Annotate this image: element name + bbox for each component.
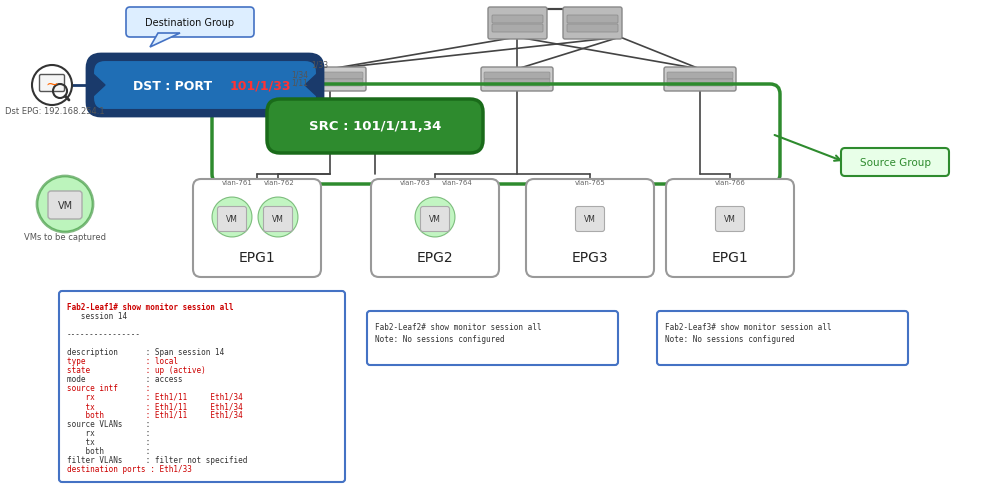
Text: Fab2-Leaf3# show monitor session all: Fab2-Leaf3# show monitor session all — [665, 323, 831, 331]
FancyBboxPatch shape — [193, 180, 321, 278]
FancyBboxPatch shape — [371, 180, 499, 278]
FancyBboxPatch shape — [48, 192, 82, 220]
Text: vlan-762: vlan-762 — [264, 180, 295, 185]
Text: Dst EPG: 192.168.254.1: Dst EPG: 192.168.254.1 — [5, 107, 105, 116]
Text: tx           :: tx : — [67, 437, 150, 446]
FancyBboxPatch shape — [567, 16, 618, 24]
Text: source intf      :: source intf : — [67, 383, 150, 392]
Circle shape — [212, 198, 252, 238]
Text: 1/33: 1/33 — [312, 61, 329, 69]
Text: ~: ~ — [46, 76, 58, 91]
Polygon shape — [305, 73, 319, 99]
Text: both         : Eth1/11     Eth1/34: both : Eth1/11 Eth1/34 — [67, 410, 243, 419]
Text: ----------------: ---------------- — [67, 329, 141, 338]
Text: 1/11: 1/11 — [292, 79, 309, 87]
Text: source VLANs     :: source VLANs : — [67, 419, 150, 428]
Text: EPG2: EPG2 — [417, 250, 454, 264]
FancyBboxPatch shape — [93, 61, 317, 111]
Polygon shape — [150, 34, 180, 48]
Text: vlan-761: vlan-761 — [222, 180, 253, 185]
Text: VM: VM — [57, 201, 73, 210]
Text: vlan-766: vlan-766 — [714, 180, 745, 185]
Text: Fab2-Leaf1# show monitor session all: Fab2-Leaf1# show monitor session all — [67, 303, 234, 311]
FancyBboxPatch shape — [526, 180, 654, 278]
FancyBboxPatch shape — [297, 80, 363, 87]
FancyBboxPatch shape — [567, 25, 618, 33]
FancyBboxPatch shape — [126, 8, 254, 38]
FancyBboxPatch shape — [575, 207, 604, 232]
FancyBboxPatch shape — [481, 68, 553, 92]
Text: DST : PORT: DST : PORT — [133, 80, 217, 92]
FancyBboxPatch shape — [657, 311, 908, 365]
Text: state            : up (active): state : up (active) — [67, 365, 206, 374]
FancyBboxPatch shape — [484, 80, 550, 87]
Text: VM: VM — [429, 215, 441, 224]
Text: session 14: session 14 — [67, 311, 127, 320]
Text: VM: VM — [226, 215, 238, 224]
Circle shape — [415, 198, 455, 238]
Text: EPG1: EPG1 — [239, 250, 276, 264]
Text: both         :: both : — [67, 446, 150, 455]
FancyBboxPatch shape — [421, 207, 450, 232]
Text: filter VLANs     : filter not specified: filter VLANs : filter not specified — [67, 455, 248, 464]
FancyBboxPatch shape — [492, 16, 543, 24]
FancyBboxPatch shape — [218, 207, 247, 232]
FancyBboxPatch shape — [264, 207, 293, 232]
Text: rx           :: rx : — [67, 428, 150, 437]
FancyBboxPatch shape — [367, 311, 618, 365]
Text: mode             : access: mode : access — [67, 374, 183, 383]
FancyBboxPatch shape — [664, 68, 736, 92]
FancyBboxPatch shape — [297, 73, 363, 80]
Text: VMs to be captured: VMs to be captured — [24, 232, 106, 241]
Circle shape — [37, 177, 93, 232]
Text: Note: No sessions configured: Note: No sessions configured — [665, 334, 794, 343]
FancyBboxPatch shape — [59, 291, 345, 482]
Text: Fab2-Leaf2# show monitor session all: Fab2-Leaf2# show monitor session all — [375, 323, 541, 331]
Text: rx           : Eth1/11     Eth1/34: rx : Eth1/11 Eth1/34 — [67, 392, 243, 401]
FancyBboxPatch shape — [667, 73, 733, 80]
FancyBboxPatch shape — [667, 80, 733, 87]
FancyBboxPatch shape — [484, 73, 550, 80]
FancyBboxPatch shape — [40, 75, 65, 92]
Text: VM: VM — [272, 215, 284, 224]
FancyBboxPatch shape — [267, 100, 483, 154]
Text: type             : local: type : local — [67, 356, 178, 365]
Circle shape — [258, 198, 298, 238]
FancyBboxPatch shape — [488, 8, 547, 40]
Text: 101/1/33: 101/1/33 — [229, 80, 291, 92]
Text: vlan-763: vlan-763 — [400, 180, 431, 185]
Text: vlan-764: vlan-764 — [442, 180, 473, 185]
Text: EPG1: EPG1 — [711, 250, 748, 264]
FancyBboxPatch shape — [666, 180, 794, 278]
Text: EPG3: EPG3 — [571, 250, 608, 264]
Circle shape — [32, 66, 72, 106]
Text: vlan-765: vlan-765 — [574, 180, 605, 185]
Text: description      : Span session 14: description : Span session 14 — [67, 347, 224, 356]
FancyBboxPatch shape — [87, 55, 323, 117]
FancyBboxPatch shape — [294, 68, 366, 92]
FancyBboxPatch shape — [492, 25, 543, 33]
Text: Source Group: Source Group — [859, 158, 930, 168]
Text: SRC : 101/1/11,34: SRC : 101/1/11,34 — [309, 120, 442, 133]
Polygon shape — [91, 73, 105, 99]
FancyBboxPatch shape — [563, 8, 622, 40]
Text: tx           : Eth1/11     Eth1/34: tx : Eth1/11 Eth1/34 — [67, 401, 243, 410]
Text: VM: VM — [724, 215, 736, 224]
Text: 1/34: 1/34 — [292, 70, 309, 80]
FancyBboxPatch shape — [841, 149, 949, 177]
Text: Note: No sessions configured: Note: No sessions configured — [375, 334, 504, 343]
Text: Destination Group: Destination Group — [146, 18, 235, 28]
Text: VM: VM — [584, 215, 596, 224]
Text: destination ports : Eth1/33: destination ports : Eth1/33 — [67, 464, 192, 473]
FancyBboxPatch shape — [715, 207, 744, 232]
